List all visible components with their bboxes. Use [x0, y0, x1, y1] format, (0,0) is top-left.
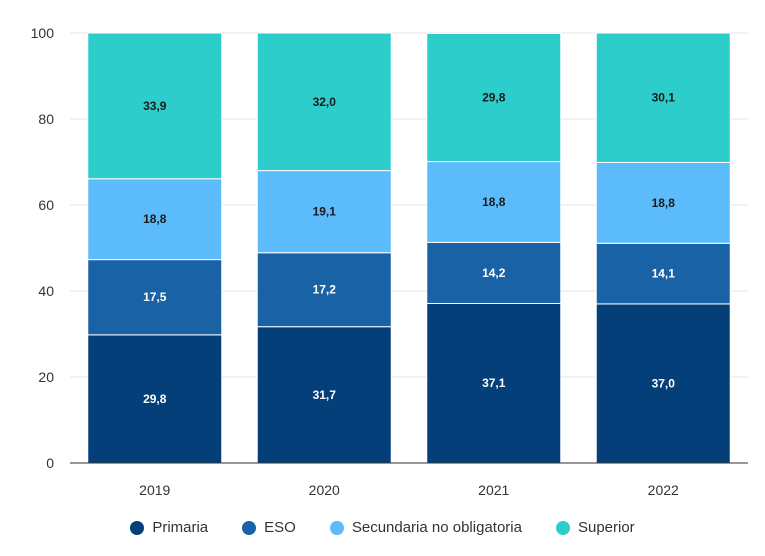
y-axis-ticks: 0 20 40 60 80 100 [31, 25, 55, 471]
y-tick-label: 40 [38, 283, 54, 299]
legend-marker [130, 520, 145, 535]
legend-label: ESO [264, 519, 296, 536]
bars [87, 32, 731, 464]
bar-segment [256, 170, 392, 254]
legend-item[interactable]: Secundaria no obligatoria [329, 519, 522, 536]
legend-item[interactable]: Superior [555, 519, 635, 536]
bar-segment [426, 32, 562, 163]
data-label: 14,2 [482, 266, 506, 280]
y-tick-label: 80 [38, 111, 54, 127]
data-label: 33,9 [143, 99, 167, 113]
data-labels: 29,8 17,5 18,8 33,9 31,7 17,2 19,1 32,0 37,1 14,2… [143, 91, 675, 406]
x-tick-label: 2021 [478, 482, 509, 498]
x-tick-label: 2019 [139, 482, 170, 498]
data-label: 14,1 [652, 267, 676, 281]
x-axis-ticks: 2019 2020 2021 2022 [139, 482, 679, 498]
legend-label: Primaria [152, 519, 209, 536]
bar-segment [595, 242, 731, 305]
x-tick-label: 2022 [648, 482, 679, 498]
bar-segment [426, 161, 562, 243]
x-tick-label: 2020 [309, 482, 340, 498]
data-label: 37,1 [482, 376, 506, 390]
y-tick-label: 60 [38, 197, 54, 213]
data-label: 18,8 [143, 212, 167, 226]
bar-segment [595, 32, 731, 163]
legend-marker [329, 520, 344, 535]
legend-marker [242, 520, 257, 535]
data-label: 31,7 [313, 388, 337, 402]
bar-segment [87, 32, 223, 180]
legend-item[interactable]: Primaria [130, 519, 208, 536]
y-tick-label: 20 [38, 369, 54, 385]
data-label: 32,0 [313, 95, 337, 109]
data-label: 19,1 [313, 205, 337, 219]
data-label: 17,2 [313, 283, 337, 297]
bar-segment [256, 32, 392, 172]
bar-segment [426, 241, 562, 304]
data-label: 30,1 [652, 91, 676, 105]
bar-segment [595, 303, 731, 464]
bar-segment [595, 161, 731, 244]
legend-item[interactable]: ESO [242, 519, 296, 536]
data-label: 18,8 [482, 195, 506, 209]
data-label: 29,8 [143, 392, 167, 406]
legend-label: Secundaria no obligatoria [351, 519, 522, 536]
data-label: 37,0 [652, 376, 676, 390]
legend-marker [555, 520, 570, 535]
bar-segment [426, 302, 562, 464]
legend-label: Superior [577, 519, 635, 536]
legend: Primaria ESO Secundaria no obligatoria Supe… [0, 519, 765, 536]
y-tick-label: 0 [46, 455, 54, 471]
data-label: 29,8 [482, 91, 506, 105]
y-tick-label: 100 [31, 25, 55, 41]
data-label: 17,5 [143, 290, 167, 304]
data-label: 18,8 [652, 196, 676, 210]
bar-segment [87, 334, 223, 464]
bar-segment [87, 259, 223, 336]
